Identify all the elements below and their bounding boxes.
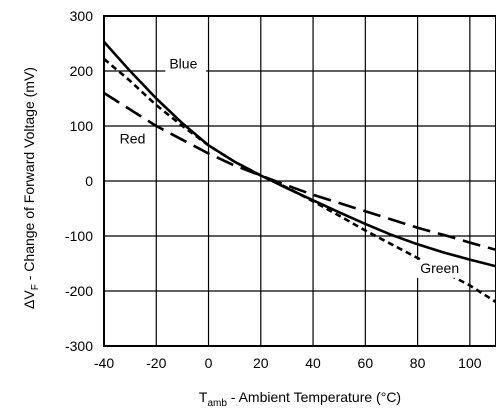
annotation-red: Red xyxy=(120,131,146,147)
y-tick-label: -300 xyxy=(65,338,93,354)
annotation-background xyxy=(416,259,466,278)
y-tick-labels: 300 200 100 0 -100 -200 -300 xyxy=(65,8,93,354)
series-line-red xyxy=(103,91,496,252)
y-tick-label: 100 xyxy=(70,118,94,134)
x-tick-label: -20 xyxy=(146,355,166,371)
y-axis-title: ΔVF - Change of Forward Voltage (mV) xyxy=(21,67,41,309)
x-tick-label: -40 xyxy=(94,355,114,371)
annotation-background xyxy=(115,130,149,149)
x-tick-label: 20 xyxy=(253,355,269,371)
x-tick-label: 60 xyxy=(358,355,374,371)
x-tick-label: 0 xyxy=(205,355,213,371)
y-tick-label: -200 xyxy=(65,283,93,299)
annotation-blue: Blue xyxy=(169,55,197,71)
y-tick-label: 200 xyxy=(70,63,94,79)
series-lines xyxy=(103,41,496,304)
y-tick-label: 0 xyxy=(85,173,93,189)
y-tick-label: 300 xyxy=(70,8,94,24)
grid xyxy=(103,15,496,347)
annotation-green: Green xyxy=(420,260,459,276)
x-tick-label: 80 xyxy=(410,355,426,371)
x-tick-label: 100 xyxy=(458,355,482,371)
series-line-blue xyxy=(103,41,496,268)
x-tick-labels: -40 -20 0 20 40 60 80 100 xyxy=(94,355,482,371)
y-tick-label: -100 xyxy=(65,228,93,244)
series-annotations: Blue Red Green xyxy=(115,55,466,278)
plot-frame xyxy=(103,15,496,347)
annotation-background xyxy=(165,55,207,74)
x-axis-title: Tamb - Ambient Temperature (°C) xyxy=(199,389,401,409)
x-tick-label: 40 xyxy=(305,355,321,371)
